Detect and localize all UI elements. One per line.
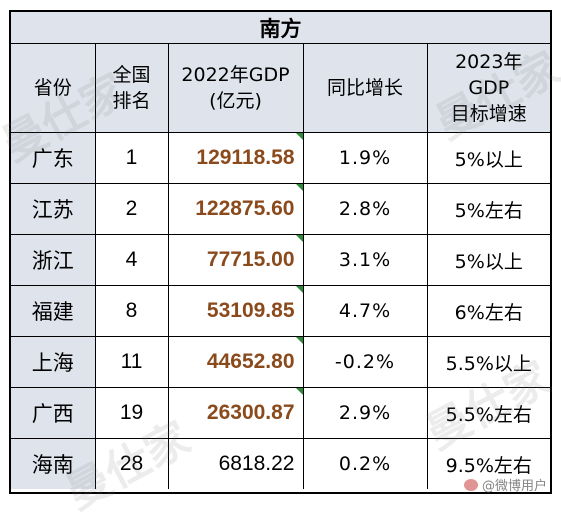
rank-cell: 4 (94, 234, 169, 286)
table-title: 南方 (11, 12, 550, 44)
province-cell: 广西 (11, 387, 96, 439)
growth-cell: 4.7% (302, 285, 428, 337)
gdp-cell: 122875.60 (167, 183, 304, 235)
cell-marker-icon (295, 133, 303, 140)
target-cell: 5%左右 (426, 183, 550, 235)
header-gdp: 2022年GDP (亿元) (167, 44, 304, 133)
weibo-handle: @微博用户 (481, 479, 547, 494)
header-rank: 全国 排名 (94, 44, 169, 133)
province-cell: 浙江 (11, 234, 96, 286)
province-cell: 上海 (11, 336, 96, 388)
growth-cell: 1.9% (302, 132, 428, 184)
target-cell: 5.5%左右 (426, 387, 550, 439)
table-row: 江苏 2 122875.60 2.8% 5%左右 (11, 183, 550, 235)
table-row: 广西 19 26300.87 2.9% 5.5%左右 (11, 387, 550, 439)
weibo-logo-icon (463, 478, 478, 491)
growth-cell: -0.2% (302, 336, 428, 388)
gdp-cell: 26300.87 (167, 387, 304, 439)
rank-cell: 2 (94, 183, 169, 235)
rank-cell: 11 (94, 336, 169, 388)
target-cell: 5%以上 (426, 132, 550, 184)
province-cell: 海南 (11, 438, 96, 489)
target-cell: 5.5%以上 (426, 336, 550, 388)
gdp-cell: 77715.00 (167, 234, 304, 286)
table-row: 福建 8 53109.85 4.7% 6%左右 (11, 285, 550, 337)
gdp-cell: 129118.58 (167, 132, 304, 184)
growth-cell: 0.2% (302, 438, 428, 489)
table-row: 上海 11 44652.80 -0.2% 5.5%以上 (11, 336, 550, 388)
gdp-cell: 53109.85 (167, 285, 304, 337)
cell-marker-icon (295, 388, 303, 395)
target-cell: 6%左右 (426, 285, 550, 337)
cell-marker-icon (295, 286, 303, 293)
header-row: 省份 全国 排名 2022年GDP (亿元) 同比增长 2023年 GDP 目标增速 (11, 44, 550, 133)
cell-marker-icon (295, 184, 303, 191)
gdp-table-sheet: 南方 省份 全国 排名 2022年GDP (亿元) 同比增长 2023年 GDP 目标增… (9, 10, 552, 494)
table-row: 广东 1 129118.58 1.9% 5%以上 (11, 132, 550, 184)
rank-cell: 19 (94, 387, 169, 439)
gdp-cell: 6818.22 (167, 438, 304, 489)
growth-cell: 2.9% (302, 387, 428, 439)
gdp-table: 省份 全国 排名 2022年GDP (亿元) 同比增长 2023年 GDP 目标增速 广… (11, 44, 550, 489)
rank-cell: 8 (94, 285, 169, 337)
cell-marker-icon (295, 337, 303, 344)
growth-cell: 2.8% (302, 183, 428, 235)
rank-cell: 28 (94, 438, 169, 489)
table-row: 海南 28 6818.22 0.2% 9.5%左右 (11, 438, 550, 489)
weibo-watermark: @微博用户 (463, 475, 547, 494)
gdp-cell: 44652.80 (167, 336, 304, 388)
province-cell: 广东 (11, 132, 96, 184)
header-target: 2023年 GDP 目标增速 (426, 44, 550, 133)
province-cell: 福建 (11, 285, 96, 337)
province-cell: 江苏 (11, 183, 96, 235)
target-cell: 5%以上 (426, 234, 550, 286)
cell-marker-icon (295, 235, 303, 242)
target-cell: 9.5%左右 (426, 438, 550, 489)
table-row: 浙江 4 77715.00 3.1% 5%以上 (11, 234, 550, 286)
rank-cell: 1 (94, 132, 169, 184)
header-growth: 同比增长 (302, 44, 428, 133)
header-province: 省份 (11, 44, 96, 133)
growth-cell: 3.1% (302, 234, 428, 286)
